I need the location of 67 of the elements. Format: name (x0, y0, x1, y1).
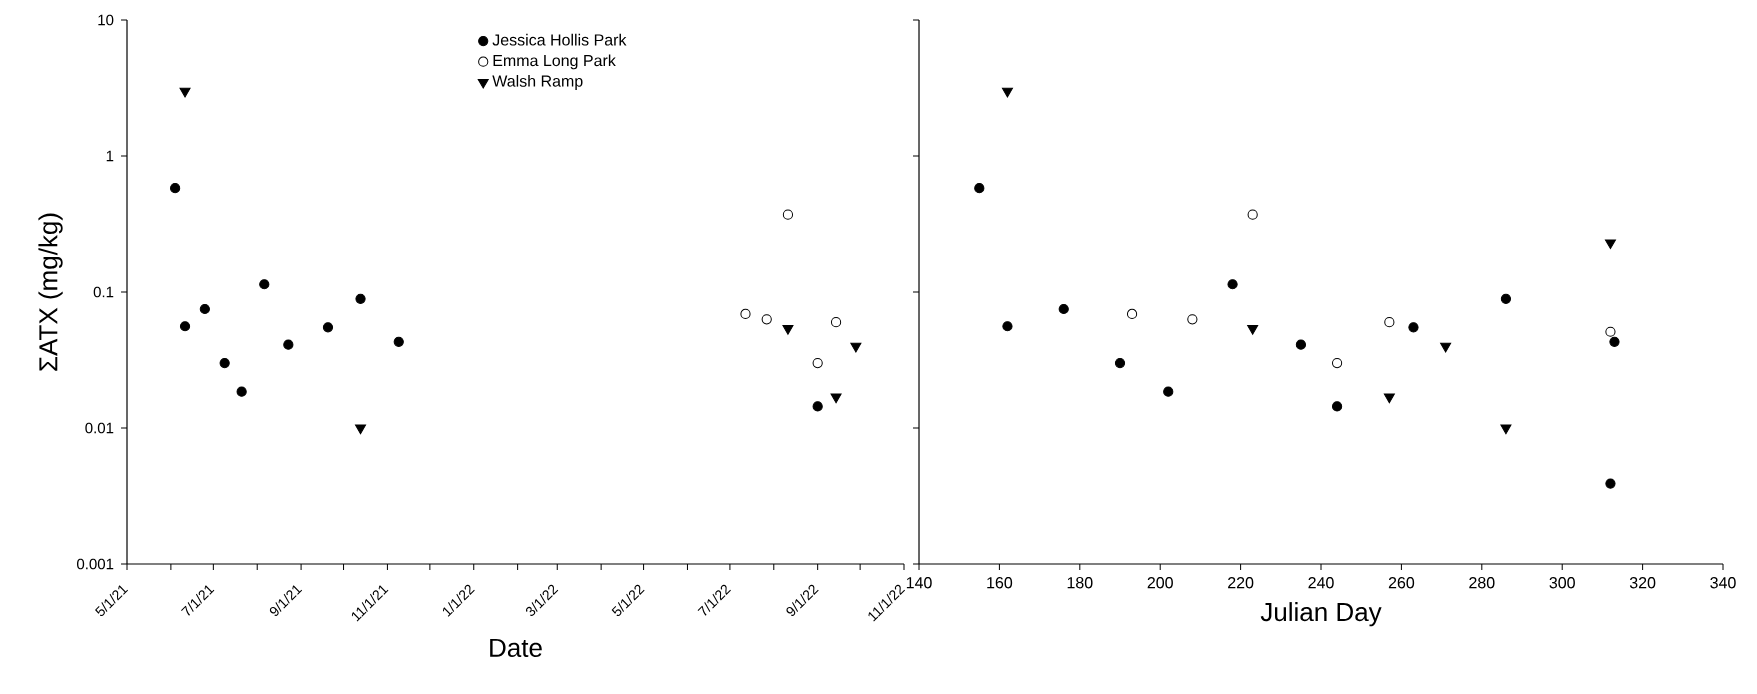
y-tick-label: 0.01 (85, 422, 114, 434)
point (1247, 209, 1258, 220)
point (740, 308, 751, 320)
legend-label: Jessica Hollis Park (492, 33, 627, 46)
point (1187, 314, 1198, 325)
point (1163, 386, 1174, 397)
y-tick-label: 10 (98, 14, 114, 26)
point (1604, 239, 1616, 250)
point (1500, 424, 1512, 435)
point (812, 358, 823, 369)
point (1227, 279, 1238, 290)
point (782, 209, 794, 220)
point (974, 183, 985, 194)
y-tick-label: 0.001 (77, 558, 114, 570)
point (1605, 478, 1616, 489)
point (1605, 326, 1616, 337)
x-axis-title: Date (490, 638, 542, 658)
point (1408, 322, 1419, 333)
x-tick-label: 180 (1067, 577, 1093, 589)
x-tick-label: 200 (1147, 577, 1173, 589)
point (830, 393, 842, 404)
point (1058, 303, 1069, 315)
point (1384, 317, 1395, 328)
x-tick-label: 340 (1710, 577, 1736, 589)
point (1295, 339, 1307, 350)
point (850, 342, 862, 353)
point (1114, 358, 1126, 369)
y-tick-label: 1 (106, 150, 114, 162)
point (170, 183, 181, 194)
x-tick-label: 220 (1228, 577, 1254, 589)
point (1609, 336, 1620, 347)
point (1331, 358, 1343, 369)
x-tick-label: 160 (987, 577, 1013, 589)
point (761, 314, 772, 325)
x-tick-label: 280 (1469, 577, 1495, 589)
point (179, 321, 191, 332)
point (355, 293, 366, 304)
point (1126, 308, 1138, 320)
point (236, 386, 247, 397)
x-tick-label: 140 (906, 577, 932, 589)
x-tick-label: 320 (1629, 577, 1656, 589)
point (1500, 293, 1512, 304)
point (782, 324, 794, 335)
x-axis-title: Julian Day (1260, 602, 1382, 627)
legend-label: Walsh Ramp (492, 75, 583, 90)
point (1331, 401, 1343, 412)
x-tick-label: 300 (1549, 577, 1575, 589)
point (355, 424, 367, 435)
point (259, 279, 270, 290)
point (219, 358, 230, 369)
point (1001, 87, 1013, 98)
point (179, 87, 191, 98)
point (283, 339, 294, 350)
point (322, 322, 334, 333)
point (1247, 324, 1259, 335)
y-axis-title: ΣATX (mg/kg) (38, 213, 63, 371)
point (1002, 321, 1013, 332)
y-tick-label: 0.1 (93, 286, 114, 298)
x-tick-label: 260 (1388, 577, 1415, 589)
point (393, 336, 404, 347)
point (1383, 393, 1395, 404)
legend-label: Emma Long Park (493, 54, 616, 70)
point (1440, 342, 1452, 353)
point (199, 303, 210, 315)
point (812, 401, 823, 412)
x-tick-label: 240 (1308, 577, 1334, 589)
point (830, 317, 842, 328)
